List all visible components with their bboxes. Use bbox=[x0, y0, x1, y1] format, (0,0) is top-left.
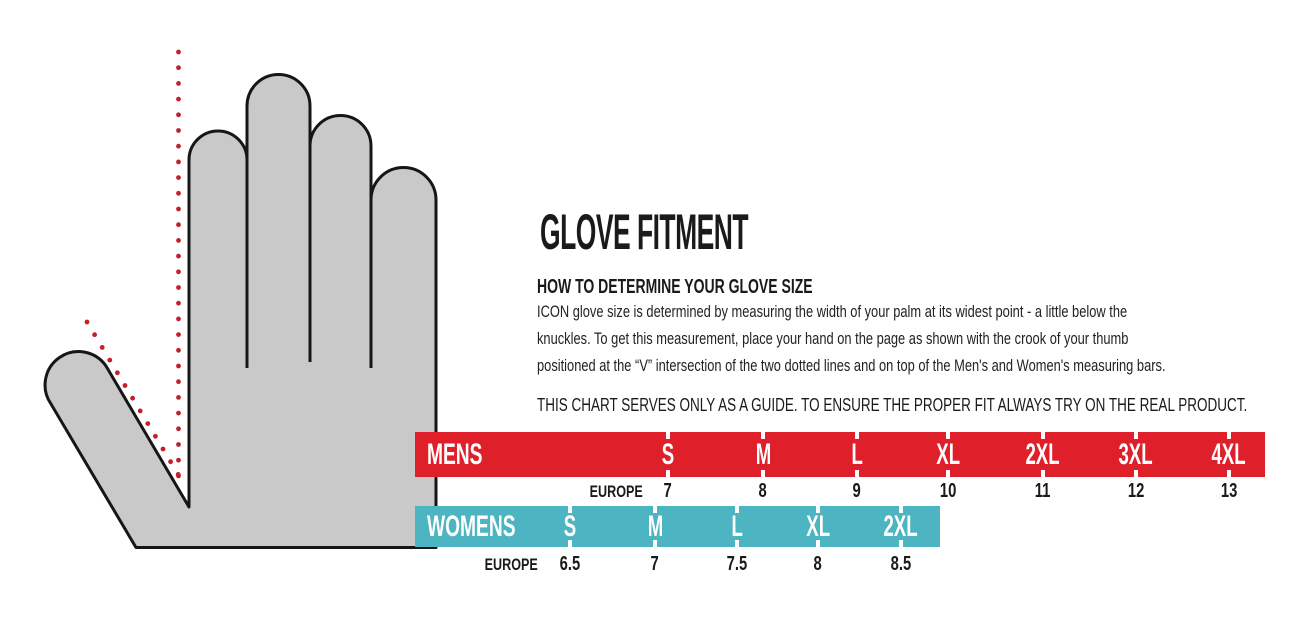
size-tick-mark bbox=[946, 470, 950, 477]
size-tick-mark bbox=[735, 506, 739, 513]
mens-europe-value: 8 bbox=[758, 480, 768, 502]
diagonal-dotted-measure-line bbox=[84, 319, 181, 477]
size-tick-mark bbox=[568, 506, 572, 513]
mens-europe-value: 9 bbox=[852, 480, 862, 502]
size-tick-mark bbox=[666, 432, 670, 439]
size-tick-mark bbox=[899, 506, 903, 513]
mens-europe-value: 11 bbox=[1035, 480, 1051, 502]
womens-europe-value: 7.5 bbox=[726, 553, 748, 575]
size-tick-mark bbox=[1041, 432, 1045, 439]
size-tick-mark bbox=[1227, 432, 1231, 439]
finger-separator-lines bbox=[245, 130, 373, 368]
size-tick-mark bbox=[1227, 470, 1231, 477]
womens-europe-row: EUROPE 6.5 7 7.5 8 8.5 bbox=[415, 551, 940, 578]
size-tick-mark bbox=[735, 540, 739, 547]
size-tick-mark bbox=[653, 506, 657, 513]
size-tick-mark bbox=[1134, 432, 1138, 439]
womens-size-bar: WOMENS S M L XL 2XL bbox=[415, 506, 940, 547]
hand-outline-shape bbox=[43, 73, 438, 549]
mens-europe-value: 10 bbox=[939, 480, 957, 502]
womens-europe-label: EUROPE bbox=[484, 554, 538, 574]
hand-diagram bbox=[43, 49, 438, 549]
instructions-paragraph: ICON glove size is determined by measuri… bbox=[537, 299, 1311, 380]
womens-europe-value: 7 bbox=[650, 553, 660, 575]
size-tick-mark bbox=[1041, 470, 1045, 477]
mens-europe-row: EUROPE 7 8 9 10 11 12 13 bbox=[415, 478, 1265, 505]
size-tick-mark bbox=[761, 432, 765, 439]
size-tick-mark bbox=[653, 540, 657, 547]
page-title: GLOVE FITMENT bbox=[540, 204, 749, 260]
size-tick-mark bbox=[568, 540, 572, 547]
womens-size-l: L bbox=[731, 509, 743, 543]
vertical-dotted-measure-line bbox=[176, 49, 181, 479]
womens-size-s: S bbox=[563, 509, 577, 543]
mens-size-4xl: 4XL bbox=[1211, 437, 1247, 471]
mens-size-bar: MENS S M L XL 2XL 3XL 4XL bbox=[415, 432, 1265, 477]
mens-size-xl: XL bbox=[936, 437, 960, 471]
womens-bar-label: WOMENS bbox=[427, 509, 516, 543]
instructions-line: knuckles. To get this measurement, place… bbox=[537, 330, 1129, 348]
size-tick-mark bbox=[899, 540, 903, 547]
mens-size-l: L bbox=[851, 437, 863, 471]
mens-size-2xl: 2XL bbox=[1025, 437, 1061, 471]
womens-size-xl: XL bbox=[806, 509, 830, 543]
instructions-line: positioned at the “V” intersection of th… bbox=[537, 357, 1166, 375]
womens-size-2xl: 2XL bbox=[883, 509, 919, 543]
instructions-line: ICON glove size is determined by measuri… bbox=[537, 303, 1128, 321]
mens-europe-value: 12 bbox=[1127, 480, 1145, 502]
section-heading: HOW TO DETERMINE YOUR GLOVE SIZE bbox=[537, 276, 813, 298]
mens-europe-value: 13 bbox=[1220, 480, 1238, 502]
mens-europe-value: 7 bbox=[663, 480, 673, 502]
womens-europe-value: 6.5 bbox=[559, 553, 581, 575]
size-tick-mark bbox=[855, 432, 859, 439]
mens-bar-label: MENS bbox=[427, 437, 483, 471]
size-tick-mark bbox=[855, 470, 859, 477]
womens-size-m: M bbox=[647, 509, 663, 543]
size-tick-mark bbox=[816, 506, 820, 513]
disclaimer-text: THIS CHART SERVES ONLY AS A GUIDE. TO EN… bbox=[537, 395, 1248, 415]
size-tick-mark bbox=[1134, 470, 1138, 477]
size-tick-mark bbox=[816, 540, 820, 547]
womens-europe-value: 8 bbox=[813, 553, 823, 575]
size-tick-mark bbox=[946, 432, 950, 439]
womens-europe-value: 8.5 bbox=[890, 553, 912, 575]
mens-europe-label: EUROPE bbox=[589, 481, 643, 501]
mens-size-3xl: 3XL bbox=[1118, 437, 1154, 471]
size-tick-mark bbox=[666, 470, 670, 477]
mens-size-m: M bbox=[755, 437, 771, 471]
size-tick-mark bbox=[761, 470, 765, 477]
mens-size-s: S bbox=[661, 437, 675, 471]
